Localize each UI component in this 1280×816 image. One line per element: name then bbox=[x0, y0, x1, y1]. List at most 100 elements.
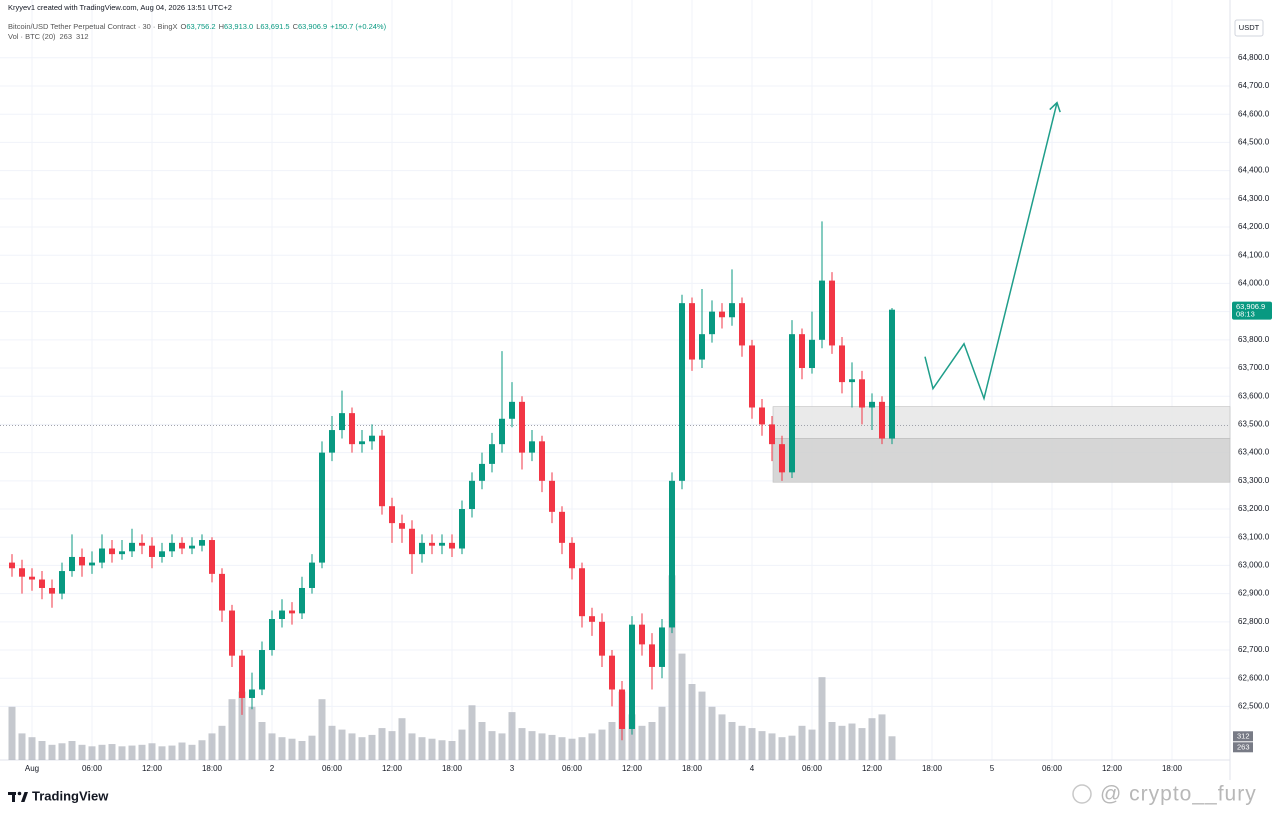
volume-bar bbox=[848, 723, 856, 760]
candle-body bbox=[229, 610, 235, 656]
x-tick-label: 12:00 bbox=[862, 764, 883, 773]
volume-bar bbox=[688, 684, 696, 760]
x-tick-label: 06:00 bbox=[1042, 764, 1063, 773]
x-tick-label: 06:00 bbox=[562, 764, 583, 773]
y-tick-label: 63,400.0 bbox=[1238, 448, 1270, 457]
candle-body bbox=[109, 548, 115, 555]
currency-box[interactable] bbox=[1234, 19, 1264, 37]
candle-body bbox=[59, 571, 65, 594]
candle-body bbox=[79, 556, 85, 566]
candle-body bbox=[569, 542, 575, 569]
candle-body bbox=[439, 542, 445, 546]
volume-bar bbox=[418, 737, 426, 760]
volume-bar bbox=[68, 741, 76, 760]
volume-value: 312 bbox=[76, 32, 89, 41]
last-price-label: 63,906.9 bbox=[1236, 302, 1265, 311]
candle-body bbox=[549, 480, 555, 512]
x-tick-label: 18:00 bbox=[682, 764, 703, 773]
volume-bar bbox=[48, 744, 56, 760]
candle-body bbox=[159, 551, 165, 557]
volume-bar bbox=[118, 746, 126, 760]
symbol-line: Bitcoin/USD Tether Perpetual Contract · … bbox=[8, 22, 387, 31]
candle-body bbox=[419, 542, 425, 555]
y-tick-label: 64,600.0 bbox=[1238, 109, 1270, 118]
candle-body bbox=[119, 551, 125, 555]
x-tick-label: Aug bbox=[25, 764, 39, 773]
volume-bar bbox=[718, 714, 726, 760]
volume-bar bbox=[408, 733, 416, 760]
volume-badge-label: 263 bbox=[1237, 742, 1250, 751]
volume-bar bbox=[628, 714, 636, 760]
y-tick-label: 62,900.0 bbox=[1238, 589, 1270, 598]
volume-bar bbox=[358, 737, 366, 760]
volume-bar bbox=[578, 737, 586, 760]
candle-body bbox=[669, 480, 675, 628]
volume-bar bbox=[438, 740, 446, 760]
y-tick-label: 63,200.0 bbox=[1238, 504, 1270, 513]
volume-bar bbox=[428, 738, 436, 760]
candle-body bbox=[309, 562, 315, 588]
ohlc-value: 63,756.2 bbox=[186, 22, 215, 31]
candle-body bbox=[769, 424, 775, 445]
volume-bar bbox=[148, 743, 156, 760]
candle-body bbox=[879, 401, 885, 439]
y-tick-label: 63,700.0 bbox=[1238, 363, 1270, 372]
candle-body bbox=[499, 418, 505, 445]
volume-bar bbox=[348, 733, 356, 760]
volume-bar bbox=[838, 725, 846, 760]
ohlc-value: 63,691.5 bbox=[260, 22, 289, 31]
x-tick-label: 12:00 bbox=[622, 764, 643, 773]
candle-body bbox=[809, 339, 815, 369]
volume-bar bbox=[388, 731, 396, 760]
candle-body bbox=[449, 542, 455, 549]
volume-bar bbox=[798, 725, 806, 760]
candle-body bbox=[619, 689, 625, 729]
candle-body bbox=[69, 556, 75, 572]
volume-bar bbox=[288, 738, 296, 760]
volume-bar bbox=[318, 699, 326, 760]
volume-bar bbox=[588, 733, 596, 760]
volume-bar bbox=[548, 734, 556, 760]
last-price-badge bbox=[1232, 301, 1272, 320]
volume-bar bbox=[398, 718, 406, 760]
volume-bar bbox=[208, 733, 216, 760]
volume-label: Vol · BTC (20) bbox=[8, 32, 56, 41]
candle-body bbox=[179, 542, 185, 549]
candle-body bbox=[839, 345, 845, 383]
front-layer: 64,800.0 64,700.0 64,600.0 64,500.0 64,400.0… bbox=[9, 53, 1272, 773]
volume-bar bbox=[368, 734, 376, 760]
x-tick-label: 18:00 bbox=[202, 764, 223, 773]
volume-bar bbox=[238, 691, 246, 760]
ohlc-label: L bbox=[256, 22, 260, 31]
volume-badge-label: 312 bbox=[1237, 731, 1250, 740]
candle-body bbox=[639, 624, 645, 645]
volume-bar bbox=[228, 699, 236, 760]
ohlc-label: O bbox=[181, 22, 187, 31]
candle-body bbox=[889, 309, 895, 439]
candle-body bbox=[629, 624, 635, 729]
candle-body bbox=[679, 303, 685, 481]
candle-body bbox=[9, 562, 15, 569]
candle-body bbox=[369, 435, 375, 442]
volume-bar bbox=[458, 729, 466, 760]
y-tick-label: 63,300.0 bbox=[1238, 476, 1270, 485]
volume-bar bbox=[498, 733, 506, 760]
volume-line: Vol · BTC (20) 263 312 bbox=[8, 32, 89, 41]
candle-body bbox=[869, 401, 875, 408]
candle-body bbox=[849, 379, 855, 383]
volume-bar bbox=[748, 728, 756, 760]
volume-bar bbox=[818, 677, 826, 760]
volume-bar bbox=[768, 733, 776, 760]
candle-body bbox=[659, 627, 665, 667]
volume-bar bbox=[158, 746, 166, 760]
volume-bar bbox=[248, 706, 256, 760]
ohlc-value: 63,906.9 bbox=[298, 22, 327, 31]
candle-body bbox=[819, 280, 825, 340]
x-tick-label: 2 bbox=[270, 764, 275, 773]
candle-body bbox=[459, 509, 465, 549]
candle-body bbox=[189, 545, 195, 549]
volume-bar bbox=[108, 744, 116, 760]
candle-body bbox=[709, 311, 715, 335]
volume-bar bbox=[328, 725, 336, 760]
